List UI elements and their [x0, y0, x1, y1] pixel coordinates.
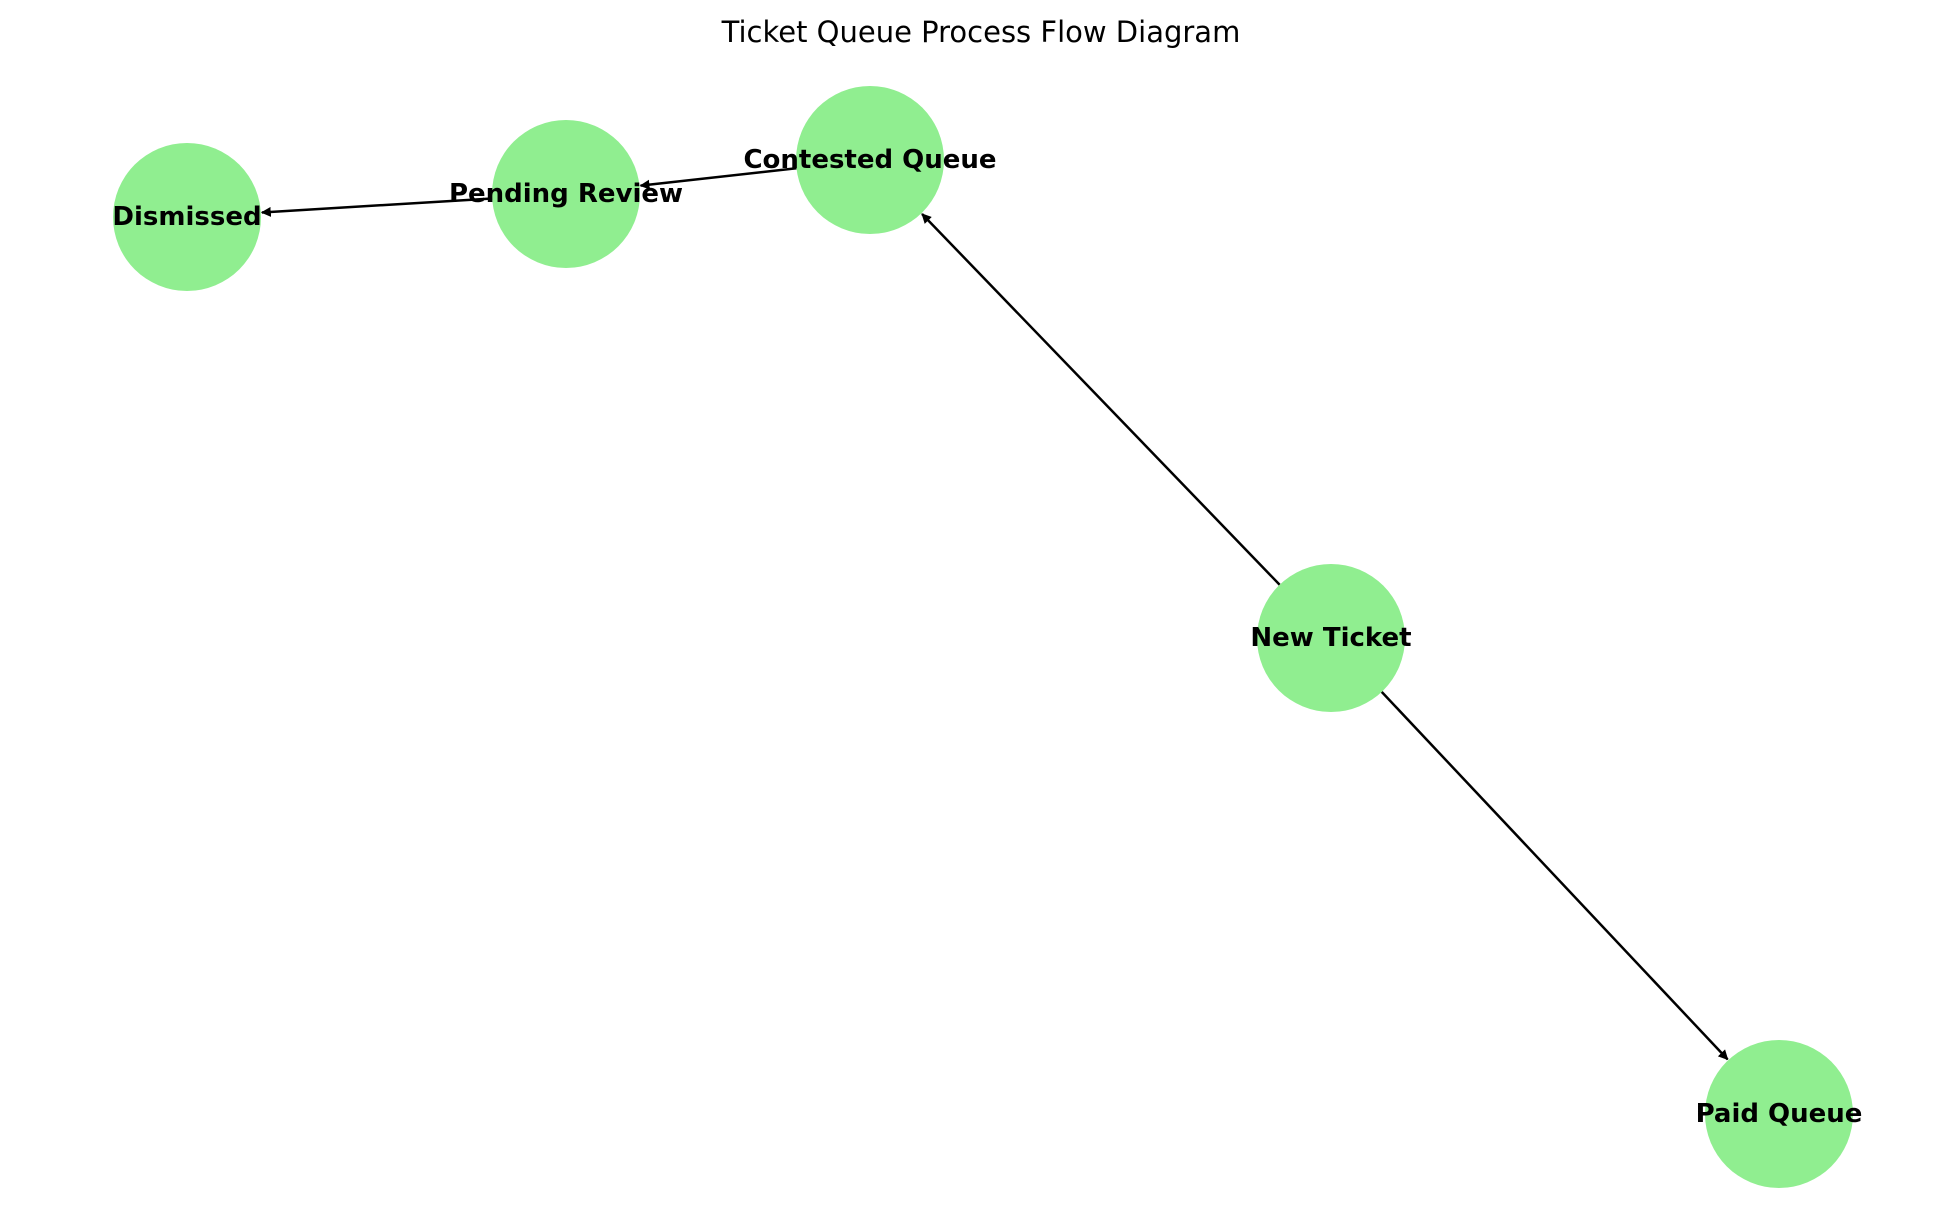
node-dismissed: Dismissed: [112, 143, 262, 291]
node-label: Dismissed: [112, 202, 261, 232]
nodes-layer: New Ticket Contested Queue Pending Review D…: [112, 86, 1862, 1188]
node-circle: [1705, 1040, 1853, 1188]
node-label: Paid Queue: [1696, 1099, 1863, 1129]
node-circle: [113, 143, 261, 291]
node-circle: [492, 120, 640, 268]
node-label: New Ticket: [1250, 623, 1411, 653]
edge-new_ticket-to-paid_queue: [1380, 691, 1729, 1061]
edge-contested_queue-to-pending_review: [639, 166, 797, 190]
diagram-title: Ticket Queue Process Flow Diagram: [721, 15, 1241, 49]
node-label: Contested Queue: [743, 145, 996, 175]
node-contested_queue: Contested Queue: [743, 86, 997, 234]
edges-layer: [260, 166, 1729, 1061]
edge-new_ticket-to-contested_queue: [921, 213, 1281, 586]
node-new_ticket: New Ticket: [1250, 564, 1412, 712]
node-circle: [1257, 564, 1405, 712]
node-label: Pending Review: [449, 179, 683, 209]
node-circle: [796, 86, 944, 234]
edge-pending_review-to-dismissed: [260, 197, 493, 217]
node-pending_review: Pending Review: [449, 120, 683, 268]
node-paid_queue: Paid Queue: [1696, 1040, 1863, 1188]
